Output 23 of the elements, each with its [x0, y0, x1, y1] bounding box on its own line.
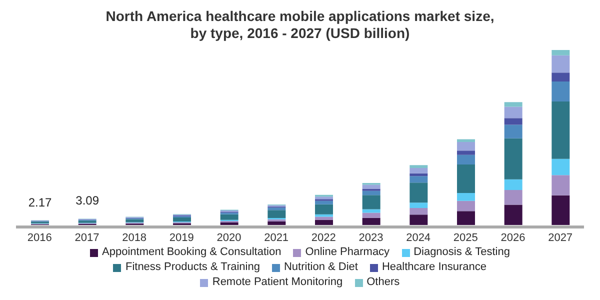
chart-title: North America healthcare mobile applications market size, by type, 2016 - 2027 (USD billion) — [104, 8, 496, 42]
legend-label: Healthcare Insurance — [380, 260, 487, 275]
legend-label: Others — [366, 275, 400, 290]
x-tick-label: 2027 — [548, 232, 573, 244]
x-tick-label: 2025 — [453, 232, 478, 244]
x-tick-label: 2019 — [169, 232, 194, 244]
x-tick-label: 2022 — [311, 232, 336, 244]
legend-label: Remote Patient Monitoring — [211, 275, 343, 290]
x-tick-label: 2026 — [500, 232, 526, 244]
x-tick-label: 2016 — [27, 232, 52, 244]
x-tick-label: 2020 — [216, 232, 242, 244]
x-tick-label: 2023 — [358, 232, 384, 244]
legend-label: Fitness Products & Training — [124, 260, 260, 275]
annotation: 3.09 — [76, 194, 100, 208]
x-tick-label: 2017 — [74, 232, 100, 244]
legend-label: Online Pharmacy — [304, 245, 390, 260]
legend-label: Appointment Booking & Consultation — [101, 245, 282, 260]
annotation: 2.17 — [28, 195, 52, 210]
legend-label: Diagnosis & Testing — [412, 245, 510, 260]
legend-label: Nutrition & Diet — [282, 260, 358, 275]
x-tick-label: 2021 — [264, 232, 289, 244]
x-tick-label: 2024 — [406, 232, 431, 244]
x-tick-label: 2018 — [122, 232, 147, 244]
